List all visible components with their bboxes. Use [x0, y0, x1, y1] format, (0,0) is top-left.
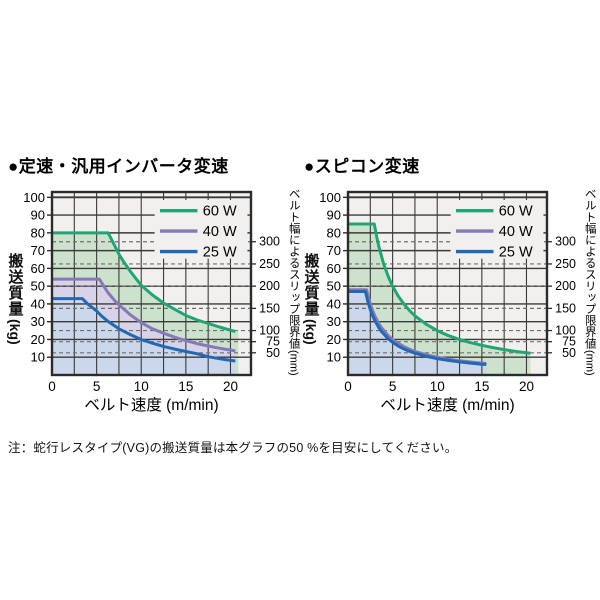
y-tick-label: 50 [327, 279, 341, 294]
y-axis-unit: (kg) [303, 318, 319, 345]
footnote: 注：蛇行レスタイプ(VG)の搬送質量は本グラフの50 %を目安にしてください。 [8, 440, 458, 455]
chart-inverter-speed: ●定速・汎用インバータ変速 搬送質量 (kg) 10 20 30 40 50 60 70 80… [0, 150, 300, 450]
series-line-60W [52, 231, 236, 333]
y-axis-title: 搬送質量 (kg) [300, 216, 322, 381]
series-fill-25W [348, 291, 487, 375]
y-tick-label: 90 [31, 208, 45, 223]
x-tick-label: 0 [48, 379, 56, 394]
x-tick-label: 5 [93, 379, 101, 394]
y-tick-label: 30 [31, 314, 45, 329]
y-axis-title-text: 搬送質量 [302, 252, 320, 317]
y2-tick-label: 50 [562, 346, 576, 360]
series-line-25W [348, 290, 487, 366]
y2-tick-label: 100 [259, 324, 280, 338]
y2-axis-title: ベルト幅によるスリップ限界値 (mm) [284, 188, 302, 403]
x-tick-label: 15 [178, 379, 193, 394]
x-tick-label: 15 [474, 379, 489, 394]
y-tick-label: 30 [327, 314, 341, 329]
y-tick-label: 50 [31, 279, 45, 294]
y2-tick-label: 250 [555, 257, 576, 271]
y-axis-title-text: 搬送質量 [6, 252, 24, 317]
y2-tick-label: 150 [555, 301, 576, 315]
x-tick-label: 10 [134, 379, 149, 394]
legend-label: 40 W [203, 224, 237, 240]
chart-title: ●定速・汎用インバータ変速 [8, 157, 229, 176]
y-tick-label: 80 [327, 225, 341, 240]
y2-tick-label: 100 [555, 324, 576, 338]
x-axis-title: ベルト速度 (m/min) [84, 396, 218, 414]
chart-title: ●スピコン変速 [304, 157, 420, 176]
series-fill-25W [52, 298, 236, 375]
x-axis-title: ベルト速度 (m/min) [380, 396, 514, 414]
y-tick-label: 80 [31, 225, 45, 240]
plot-border [50, 190, 253, 377]
x-tick-label: 20 [223, 379, 238, 394]
y2-tick-label: 200 [259, 279, 280, 293]
y2-tick-label: 75 [266, 335, 280, 349]
legend-label: 60 W [499, 204, 533, 220]
y-tick-label: 70 [31, 243, 45, 258]
chart-speed-controller: ●スピコン変速 搬送質量 (kg) 10 20 30 40 50 60 70 80 90 100 0… [296, 150, 596, 450]
y-tick-label: 70 [327, 243, 341, 258]
legend-label: 25 W [499, 245, 533, 261]
y-tick-label: 20 [327, 332, 341, 347]
y2-tick-label: 75 [562, 335, 576, 349]
y-tick-label: 100 [319, 190, 341, 205]
y2-axis-unit: (mm) [583, 350, 596, 376]
x-tick-label: 10 [430, 379, 445, 394]
y-tick-label: 90 [327, 208, 341, 223]
x-tick-label: 5 [389, 379, 397, 394]
y-tick-label: 10 [327, 350, 341, 365]
y2-tick-label: 300 [259, 235, 280, 249]
y2-tick-label: 300 [555, 235, 576, 249]
y-tick-label: 10 [31, 350, 45, 365]
x-tick-label: 0 [344, 379, 352, 394]
chart-canvas: 10 20 30 40 50 60 70 80 90 100 0 5 10 15 20 300 250 200 15… [23, 190, 280, 414]
y2-axis-title-text: ベルト幅によるスリップ限界値 [583, 188, 596, 349]
y2-axis-title: ベルト幅によるスリップ限界値 (mm) [580, 188, 598, 403]
y-tick-label: 20 [31, 332, 45, 347]
series-line-40W [52, 277, 236, 353]
y-tick-label: 60 [327, 261, 341, 276]
y-axis-unit: (kg) [7, 318, 23, 345]
series-fill-60W [348, 224, 531, 375]
legend-label: 40 W [499, 224, 533, 240]
y2-axis-unit: (mm) [287, 350, 300, 376]
x-tick-label: 20 [519, 379, 534, 394]
legend-label: 25 W [203, 245, 237, 261]
legend-label: 60 W [203, 204, 237, 220]
y2-tick-label: 250 [259, 257, 280, 271]
chart-canvas: 10 20 30 40 50 60 70 80 90 100 0 5 10 15 20 300 250 200 15… [319, 190, 576, 414]
y-axis-title: 搬送質量 (kg) [4, 216, 26, 381]
series-line-60W [348, 222, 531, 355]
y-tick-label: 100 [23, 190, 45, 205]
y2-tick-label: 150 [259, 301, 280, 315]
y-tick-label: 60 [31, 261, 45, 276]
y-tick-label: 40 [327, 296, 341, 311]
series-line-25W [52, 297, 236, 363]
y-tick-label: 40 [31, 296, 45, 311]
y2-axis-title-text: ベルト幅によるスリップ限界値 [287, 188, 300, 349]
plot-border [346, 190, 549, 377]
y2-tick-label: 200 [555, 279, 576, 293]
y2-tick-label: 50 [266, 346, 280, 360]
